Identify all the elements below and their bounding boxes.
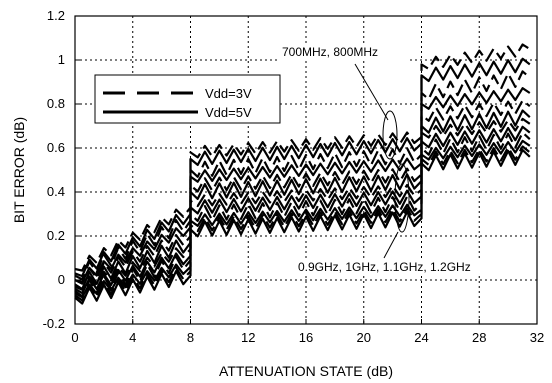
y-tick-labels: -0.2 0 0.2 0.4 0.6 0.8 1 1.2 (43, 8, 80, 331)
annotation-high-freq-leader (354, 63, 389, 121)
series-layer (74, 43, 531, 305)
y-tick-label: 0.2 (47, 228, 65, 243)
x-tick-label: 32 (530, 330, 544, 345)
annotation-high-freq: 700MHz, 800MHz (278, 43, 408, 160)
y-tick-label: 1 (58, 52, 65, 67)
series-line-6 (74, 109, 531, 291)
y-tick-label: 0.8 (47, 96, 65, 111)
series-line-8 (74, 125, 531, 295)
annotation-high-freq-ellipse (382, 110, 398, 160)
series-line-10 (74, 139, 531, 299)
x-axis-label: ATTENUATION STATE (dB) (219, 363, 393, 379)
x-tick-label: 24 (414, 330, 428, 345)
y-tick-label: 0.4 (47, 184, 65, 199)
annotation-low-freq-leader (383, 231, 399, 259)
annotation-high-freq-label: 700MHz, 800MHz (282, 45, 378, 59)
x-tick-labels: 0 4 8 12 16 20 24 28 32 (71, 319, 544, 345)
series-line-7 (74, 117, 531, 291)
y-tick-label: 0 (58, 272, 65, 287)
series-line-11 (74, 145, 531, 302)
series-line-1 (74, 43, 531, 272)
y-axis-label: BIT ERROR (dB) (11, 117, 27, 223)
annotation-low-freq-label: 0.9GHz, 1GHz, 1.1GHz, 1.2GHz (298, 260, 471, 274)
annotation-high-freq-bg (278, 43, 408, 61)
y-tick-label: 0.6 (47, 140, 65, 155)
annotation-low-freq-bg (294, 258, 506, 276)
series-line-3 (74, 70, 531, 281)
y-tick-label: 1.2 (47, 8, 65, 23)
series-line-2 (74, 57, 531, 278)
annotation-low-freq: 0.9GHz, 1GHz, 1.1GHz, 1.2GHz (294, 163, 506, 276)
legend: Vdd=3V Vdd=5V (94, 74, 281, 124)
series-line-4 (74, 87, 531, 284)
x-tick-label: 20 (357, 330, 371, 345)
x-tick-label: 0 (71, 330, 78, 345)
series-line-9 (74, 131, 531, 298)
x-tick-label: 12 (241, 330, 255, 345)
x-tick-label: 28 (472, 330, 486, 345)
legend-box (94, 74, 281, 124)
legend-label-vdd5: Vdd=5V (205, 105, 252, 120)
x-tick-label: 4 (129, 330, 136, 345)
legend-label-vdd3: Vdd=3V (205, 86, 252, 101)
x-tick-label: 8 (187, 330, 194, 345)
y-tick-label: -0.2 (43, 316, 65, 331)
series-line-5 (74, 99, 531, 285)
x-tick-label: 16 (299, 330, 313, 345)
series-line-12 (74, 148, 531, 305)
annotation-low-freq-ellipse (394, 163, 410, 233)
